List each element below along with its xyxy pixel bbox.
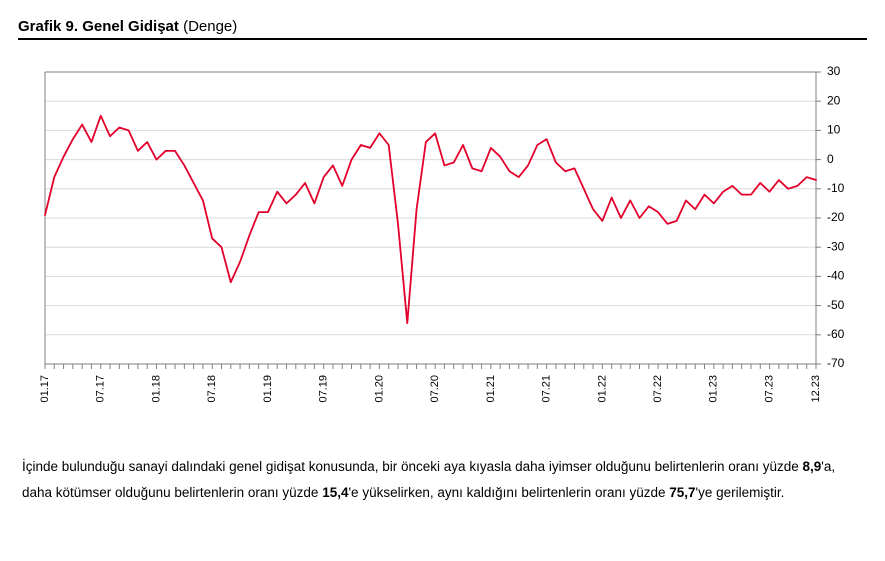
desc-val-3: 75,7 bbox=[669, 485, 695, 500]
x-tick-label: 01.17 bbox=[38, 375, 50, 403]
x-tick-label: 07.23 bbox=[763, 375, 775, 403]
chart-container: 30 20 10 0 -10 -20 -30 -40 -50 -60 -70 01.17 07.17 01… bbox=[23, 66, 863, 426]
x-tick-label: 01.19 bbox=[261, 375, 273, 403]
chart-title-row: Grafik 9. Genel Gidişat (Denge) bbox=[18, 18, 867, 40]
y-tick-label: 10 bbox=[827, 123, 841, 137]
x-tick-label: 07.17 bbox=[94, 375, 106, 403]
x-tick-label: 07.18 bbox=[206, 375, 218, 403]
y-tick-label: -70 bbox=[827, 356, 845, 370]
desc-seg-3: 'e yükselirken, aynı kaldığını belirtenl… bbox=[348, 485, 669, 500]
line-chart: 30 20 10 0 -10 -20 -30 -40 -50 -60 -70 01.17 07.17 01… bbox=[23, 66, 863, 426]
chart-title-suffix: (Denge) bbox=[179, 18, 237, 35]
y-tick-label: -60 bbox=[827, 327, 845, 341]
x-tick-label: 12.23 bbox=[809, 375, 821, 403]
x-tick-label: 01.20 bbox=[373, 375, 385, 403]
x-tick-label: 07.21 bbox=[540, 375, 552, 403]
x-tick-label: 01.21 bbox=[484, 375, 496, 403]
y-tick-label: -30 bbox=[827, 239, 845, 253]
x-tick-label: 07.19 bbox=[317, 375, 329, 403]
y-tick-label: 20 bbox=[827, 93, 841, 107]
y-tick-label: 0 bbox=[827, 152, 834, 166]
y-tick-label: -10 bbox=[827, 181, 845, 195]
chart-description: İçinde bulunduğu sanayi dalındaki genel … bbox=[18, 454, 867, 505]
y-tick-label: -20 bbox=[827, 210, 845, 224]
desc-val-1: 8,9 bbox=[803, 459, 822, 474]
desc-val-2: 15,4 bbox=[322, 485, 348, 500]
y-tick-label: 30 bbox=[827, 66, 841, 78]
x-tick-label: 01.18 bbox=[150, 375, 162, 403]
x-tick-label: 01.23 bbox=[707, 375, 719, 403]
y-tick-label: -40 bbox=[827, 269, 845, 283]
desc-seg-1: İçinde bulunduğu sanayi dalındaki genel … bbox=[22, 459, 803, 474]
x-tick-label: 01.22 bbox=[596, 375, 608, 403]
x-tick-label: 07.22 bbox=[651, 375, 663, 403]
y-tick-label: -50 bbox=[827, 298, 845, 312]
chart-title-bold: Grafik 9. Genel Gidişat bbox=[18, 18, 179, 35]
x-tick-label: 07.20 bbox=[429, 375, 441, 403]
desc-seg-4: 'ye gerilemiştir. bbox=[696, 485, 785, 500]
